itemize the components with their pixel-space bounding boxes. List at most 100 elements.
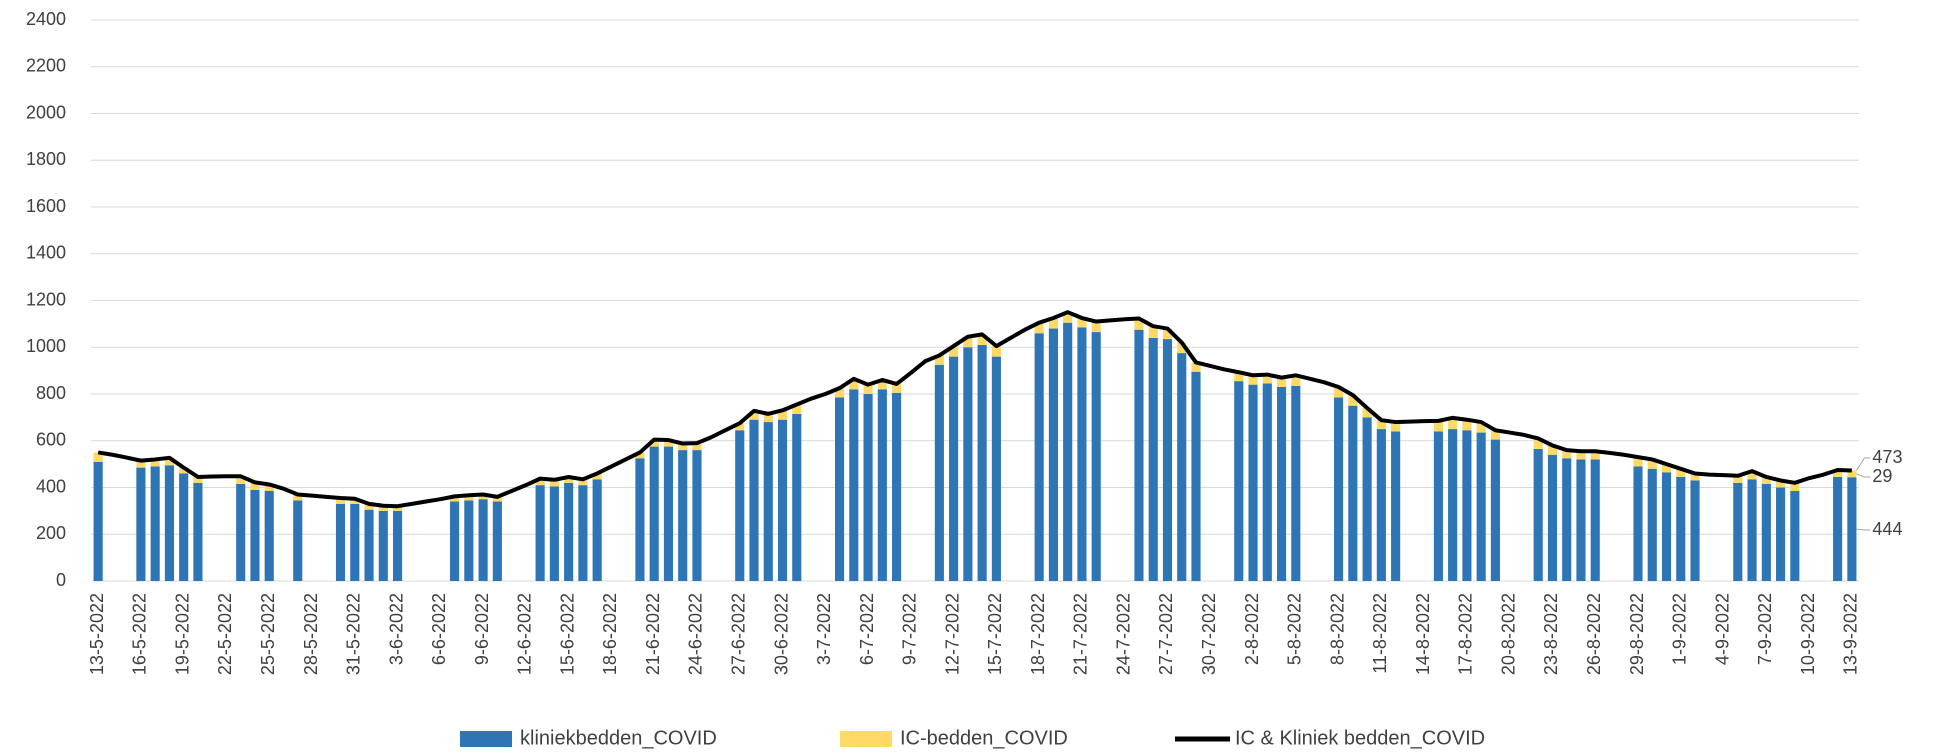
- bar-segment: [350, 503, 360, 581]
- x-tick-label: 16-5-2022: [130, 593, 150, 675]
- bar-segment: [1262, 374, 1272, 384]
- bar-segment: [1134, 318, 1144, 330]
- bar-segment: [1348, 405, 1358, 581]
- bar-segment: [293, 494, 303, 501]
- x-tick-label: 20-8-2022: [1498, 593, 1518, 675]
- x-tick-label: 22-5-2022: [215, 593, 235, 675]
- y-tick-label: 2000: [26, 102, 66, 122]
- bar-segment: [592, 479, 602, 581]
- x-tick-label: 21-7-2022: [1071, 593, 1091, 675]
- bar-segment: [335, 498, 346, 504]
- bar-segment: [678, 443, 688, 451]
- bar-segment: [1177, 353, 1187, 581]
- bar-segment: [834, 397, 845, 581]
- x-tick-label: 15-6-2022: [557, 593, 577, 675]
- bar-segment: [763, 422, 773, 581]
- bar-segment: [1847, 477, 1857, 581]
- bar-segment: [1362, 408, 1372, 418]
- bar-segment: [564, 476, 574, 483]
- bar-segment: [1177, 342, 1187, 354]
- bar-segment: [578, 479, 588, 486]
- x-tick-label: 3-6-2022: [386, 593, 406, 665]
- bar-segment: [1833, 469, 1843, 477]
- bar-segment: [1590, 459, 1600, 581]
- x-tick-label: 12-6-2022: [515, 593, 535, 675]
- x-tick-label: 17-8-2022: [1456, 593, 1476, 675]
- x-tick-label: 31-5-2022: [344, 593, 364, 675]
- bar-segment: [977, 334, 987, 345]
- x-tick-label: 6-7-2022: [857, 593, 877, 665]
- bar-segment: [1533, 438, 1543, 449]
- x-tick-label: 27-7-2022: [1156, 593, 1176, 675]
- x-tick-label: 27-6-2022: [728, 593, 748, 675]
- bar-segment: [1676, 476, 1686, 581]
- bar-segment: [1562, 458, 1572, 581]
- bar-segment: [678, 450, 688, 581]
- x-tick-label: 30-6-2022: [771, 593, 791, 675]
- bar-segment: [1761, 483, 1771, 581]
- bar-segment: [963, 347, 973, 581]
- x-tick-label: 9-6-2022: [472, 593, 492, 665]
- x-tick-label: 24-6-2022: [686, 593, 706, 675]
- bar-segment: [1733, 482, 1743, 581]
- x-tick-label: 30-7-2022: [1199, 593, 1219, 675]
- leader-line: [1856, 528, 1871, 531]
- bar-segment: [892, 392, 902, 581]
- x-tick-label: 6-6-2022: [429, 593, 449, 665]
- bar-segment: [692, 450, 702, 581]
- bar-segment: [1091, 332, 1101, 581]
- bar-segment: [1376, 429, 1386, 581]
- x-tick-label: 13-9-2022: [1841, 593, 1861, 675]
- x-tick-label: 8-8-2022: [1327, 593, 1347, 665]
- x-tick-label: 24-7-2022: [1113, 593, 1133, 675]
- y-tick-label: 1000: [26, 336, 66, 356]
- bar-segment: [1034, 333, 1044, 581]
- bar-segment: [250, 489, 260, 581]
- bar-segment: [977, 344, 987, 581]
- bar-segment: [991, 346, 1001, 357]
- bar-segment: [193, 476, 203, 483]
- x-tick-label: 21-6-2022: [643, 593, 663, 675]
- bar-segment: [692, 443, 702, 451]
- bar-segment: [193, 482, 203, 581]
- x-tick-label: 3-7-2022: [814, 593, 834, 665]
- bar-segment: [1490, 430, 1500, 440]
- x-tick-label: 2-8-2022: [1242, 593, 1262, 665]
- y-tick-label: 1200: [26, 289, 66, 309]
- bar-segment: [1234, 381, 1244, 581]
- bar-segment: [792, 413, 802, 581]
- bar-segment: [1776, 480, 1786, 488]
- bar-segment: [164, 457, 174, 466]
- bar-segment: [1433, 420, 1443, 432]
- x-tick-label: 28-5-2022: [301, 593, 321, 675]
- bar-segment: [649, 439, 659, 447]
- bar-segment: [949, 346, 959, 357]
- bar-segment: [934, 364, 944, 581]
- bar-segment: [93, 452, 103, 462]
- data-label: 29: [1872, 466, 1892, 486]
- bar-segment: [1063, 312, 1073, 323]
- bar-segment: [364, 509, 374, 581]
- bar-segment: [378, 505, 388, 511]
- bar-segment: [364, 503, 374, 510]
- bar-segment: [1291, 385, 1301, 581]
- x-tick-label: 10-9-2022: [1798, 593, 1818, 675]
- y-tick-label: 1600: [26, 196, 66, 216]
- bar-segment: [1048, 318, 1058, 329]
- y-tick-label: 400: [36, 476, 66, 496]
- bar-segment: [963, 336, 973, 348]
- x-tick-label: 13-5-2022: [87, 593, 107, 675]
- x-tick-label: 15-7-2022: [985, 593, 1005, 675]
- x-tick-label: 5-8-2022: [1285, 593, 1305, 665]
- bar-segment: [635, 458, 645, 581]
- bar-segment: [1790, 491, 1800, 581]
- y-tick-label: 2400: [26, 9, 66, 29]
- bar-segment: [179, 467, 189, 474]
- bar-segment: [849, 378, 859, 390]
- bar-segment: [1162, 339, 1173, 581]
- x-tick-label: 18-6-2022: [600, 593, 620, 675]
- bar-segment: [749, 419, 759, 581]
- bar-segment: [863, 384, 873, 394]
- bar-segment: [1690, 480, 1700, 581]
- line-series: [97, 310, 1852, 509]
